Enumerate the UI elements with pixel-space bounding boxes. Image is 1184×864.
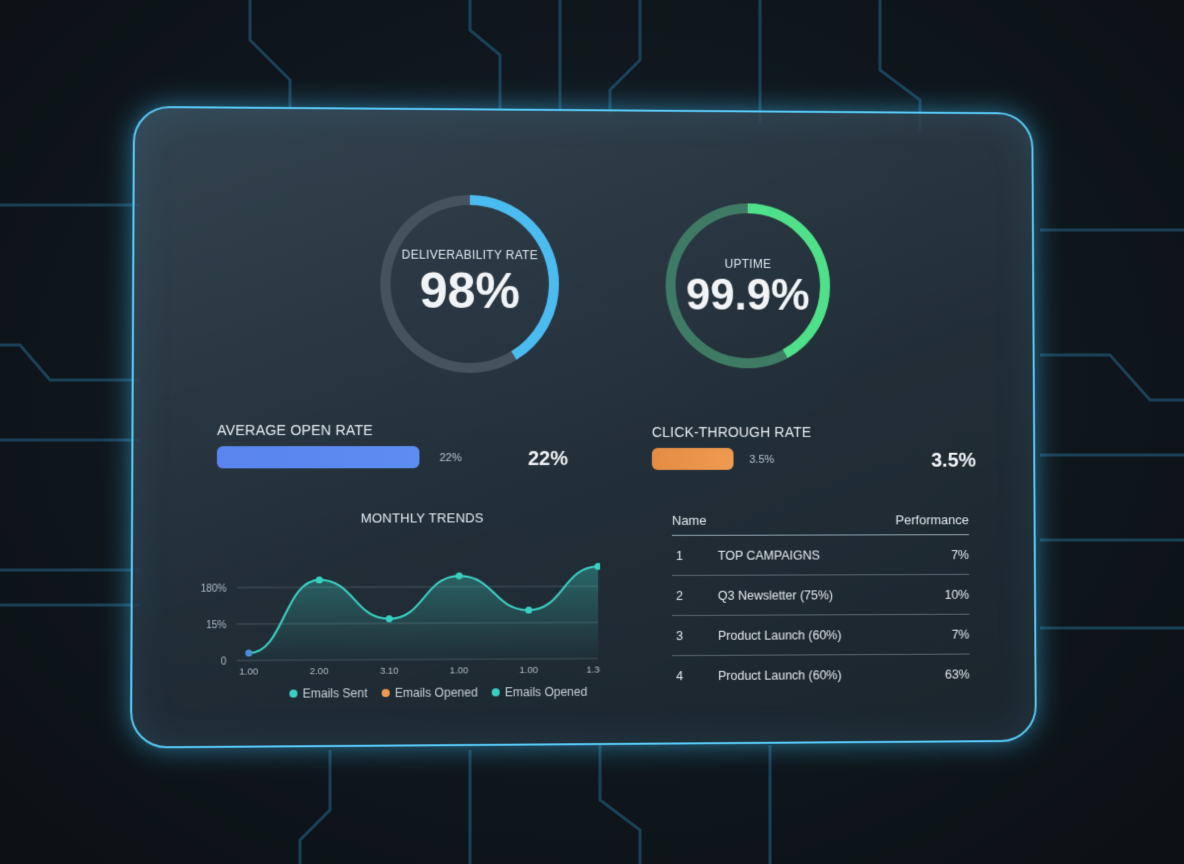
row-number: 2: [672, 588, 718, 602]
monthly-trends-chart: 0 15% 180% 1.00 2.00 3.10 1.00 1.00 1.300: [196, 540, 600, 683]
row-number: 3: [672, 628, 718, 642]
row-number: 1: [672, 548, 718, 562]
legend-label: Emails Sent: [303, 686, 368, 701]
gridline: [237, 586, 598, 587]
table-row[interactable]: 2 Q3 Newsletter (75%) 10%: [672, 575, 969, 616]
campaigns-table: Name Performance 1 TOP CAMPAIGNS 7% 2 Q3 New…: [672, 505, 970, 696]
legend-dot: [492, 688, 500, 696]
legend-item: Emails Opened: [382, 685, 478, 700]
data-point: [386, 615, 393, 622]
y-tick-label: 0: [221, 657, 227, 668]
y-tick-label: 180%: [201, 584, 227, 595]
row-performance: 63%: [910, 667, 969, 681]
deliverability-value: 98%: [377, 262, 562, 321]
data-point: [456, 572, 463, 579]
chart-legend: Emails Sent Emails Opened Emails Opened: [289, 685, 587, 701]
x-tick-label: 1.00: [239, 666, 258, 677]
uptime-gauge: UPTIME 99.9%: [663, 201, 832, 370]
header-performance: Performance: [896, 512, 969, 527]
legend-item: Emails Sent: [289, 686, 367, 701]
y-tick-label: 15%: [206, 620, 227, 631]
ctr-big-value: 3.5%: [931, 450, 976, 473]
open-rate-bar: [217, 446, 420, 468]
series-area: [249, 566, 598, 660]
x-tick-label: 2.00: [310, 666, 329, 677]
legend-dot: [289, 690, 297, 698]
row-name: Product Launch (60%): [718, 627, 910, 642]
x-tick-label: 1.00: [450, 665, 469, 676]
table-row[interactable]: 1 TOP CAMPAIGNS 7%: [672, 535, 969, 576]
row-name: Product Launch (60%): [718, 668, 910, 683]
uptime-label: UPTIME: [664, 257, 832, 272]
legend-item: Emails Opened: [492, 685, 588, 700]
chart-title: MONTHLY TRENDS: [361, 510, 484, 525]
ctr-small-value: 3.5%: [749, 454, 774, 466]
table-body: 1 TOP CAMPAIGNS 7% 2 Q3 Newsletter (75%) 10% 3…: [672, 535, 970, 696]
data-point: [525, 606, 532, 613]
x-tick-label: 1.00: [519, 665, 538, 676]
legend-label: Emails Opened: [505, 685, 587, 700]
table-row[interactable]: 4 Product Launch (60%) 63%: [672, 655, 970, 697]
open-rate-big-value: 22%: [528, 448, 568, 471]
open-rate-bar-fill: [217, 446, 420, 468]
header-name: Name: [672, 513, 707, 528]
table-header: Name Performance: [672, 505, 969, 536]
uptime-value: 99.9%: [664, 271, 832, 321]
row-name: TOP CAMPAIGNS: [718, 548, 910, 563]
deliverability-label: DELIVERABILITY RATE: [377, 248, 562, 263]
row-performance: 7%: [910, 627, 969, 641]
row-performance: 10%: [910, 587, 969, 601]
open-rate-title: AVERAGE OPEN RATE: [217, 422, 373, 438]
table-row[interactable]: 3 Product Launch (60%) 7%: [672, 615, 969, 656]
legend-label: Emails Opened: [395, 685, 478, 700]
dashboard-panel: DELIVERABILITY RATE 98% UPTIME 99.9% AVE…: [130, 106, 1037, 749]
legend-dot: [382, 689, 390, 697]
x-tick-label: 3.10: [380, 666, 399, 677]
row-name: Q3 Newsletter (75%): [718, 588, 910, 603]
ctr-title: CLICK-THROUGH RATE: [652, 424, 811, 440]
row-number: 4: [672, 669, 718, 683]
ctr-bar-fill: [652, 448, 734, 470]
x-tick-label: 1.300: [586, 665, 600, 676]
deliverability-gauge: DELIVERABILITY RATE 98%: [377, 192, 562, 376]
open-rate-small-value: 22%: [440, 452, 462, 464]
data-point: [316, 576, 323, 583]
row-performance: 7%: [910, 548, 969, 562]
ctr-bar: [652, 448, 734, 470]
data-point: [245, 650, 252, 657]
